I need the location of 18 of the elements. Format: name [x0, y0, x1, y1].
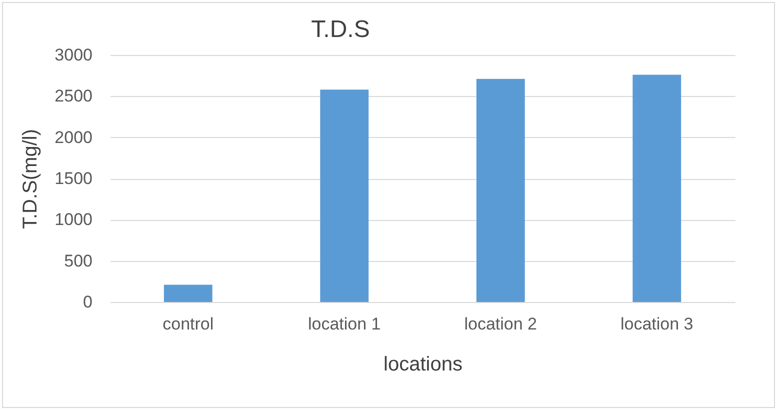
- chart-title: T.D.S: [311, 16, 370, 43]
- y-tick-label: 3000: [54, 46, 92, 64]
- x-tick-label: control: [162, 314, 214, 334]
- y-tick-label: 2000: [54, 128, 92, 147]
- y-tick-label: 2500: [54, 86, 92, 106]
- bar: [476, 78, 525, 302]
- y-axis-title: T.D.S(mg/l): [20, 129, 42, 229]
- y-tick-label: 1500: [54, 169, 92, 188]
- bar: [164, 284, 212, 302]
- x-tick-label: location 3: [620, 314, 694, 334]
- y-tick-label: 500: [64, 251, 92, 270]
- x-tick-label: location 2: [464, 314, 538, 334]
- y-tick-label: 0: [83, 292, 92, 312]
- bar: [632, 74, 682, 302]
- y-tick-label: 1000: [54, 210, 92, 230]
- bar: [320, 90, 369, 302]
- x-tick-label: location 1: [308, 314, 381, 334]
- x-axis-title: locations: [384, 354, 462, 376]
